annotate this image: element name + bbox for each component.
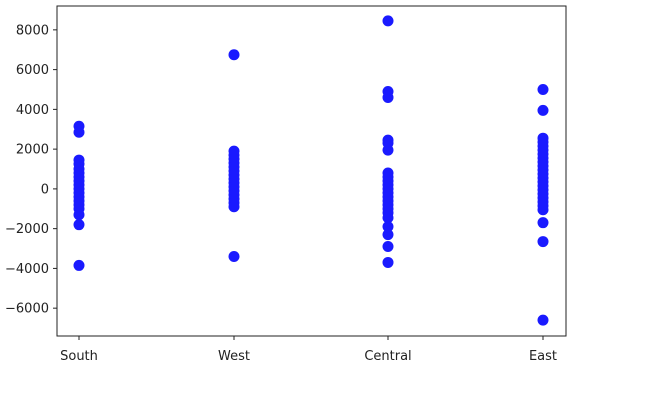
data-point: [537, 217, 549, 229]
data-point: [382, 256, 394, 268]
data-point: [537, 83, 549, 95]
y-tick-label: −4000: [5, 262, 49, 277]
data-point: [537, 314, 549, 326]
x-tick-label: West: [218, 349, 250, 364]
data-point: [537, 236, 549, 248]
y-tick-label: 2000: [16, 143, 49, 158]
data-point: [382, 91, 394, 103]
x-axis: South West Central East: [60, 336, 557, 364]
y-tick-label: 6000: [16, 63, 49, 78]
data-point: [382, 212, 394, 224]
data-point: [382, 144, 394, 156]
data-point: [73, 219, 85, 231]
x-tick-label: South: [60, 349, 98, 364]
data-point: [537, 204, 549, 216]
y-tick-label: 4000: [16, 103, 49, 118]
data-point: [228, 49, 240, 61]
data-point: [382, 15, 394, 27]
data-point: [73, 259, 85, 271]
data-point: [537, 104, 549, 116]
data-point: [73, 126, 85, 138]
y-tick-label: −6000: [5, 302, 49, 317]
data-point: [73, 209, 85, 221]
y-tick-label: 0: [41, 182, 49, 197]
data-points: [73, 15, 549, 326]
plot-area-frame: [56, 5, 567, 337]
y-tick-label: 8000: [16, 23, 49, 38]
x-tick-label: Central: [364, 349, 411, 364]
data-point: [382, 241, 394, 253]
y-axis: 8000 6000 4000 2000 0 −2000 −4000 −6000: [5, 23, 57, 317]
x-tick-label: East: [529, 349, 557, 364]
data-point: [228, 201, 240, 213]
data-point: [228, 250, 240, 262]
data-point: [382, 221, 394, 233]
data-point: [382, 229, 394, 241]
y-tick-label: −2000: [5, 222, 49, 237]
